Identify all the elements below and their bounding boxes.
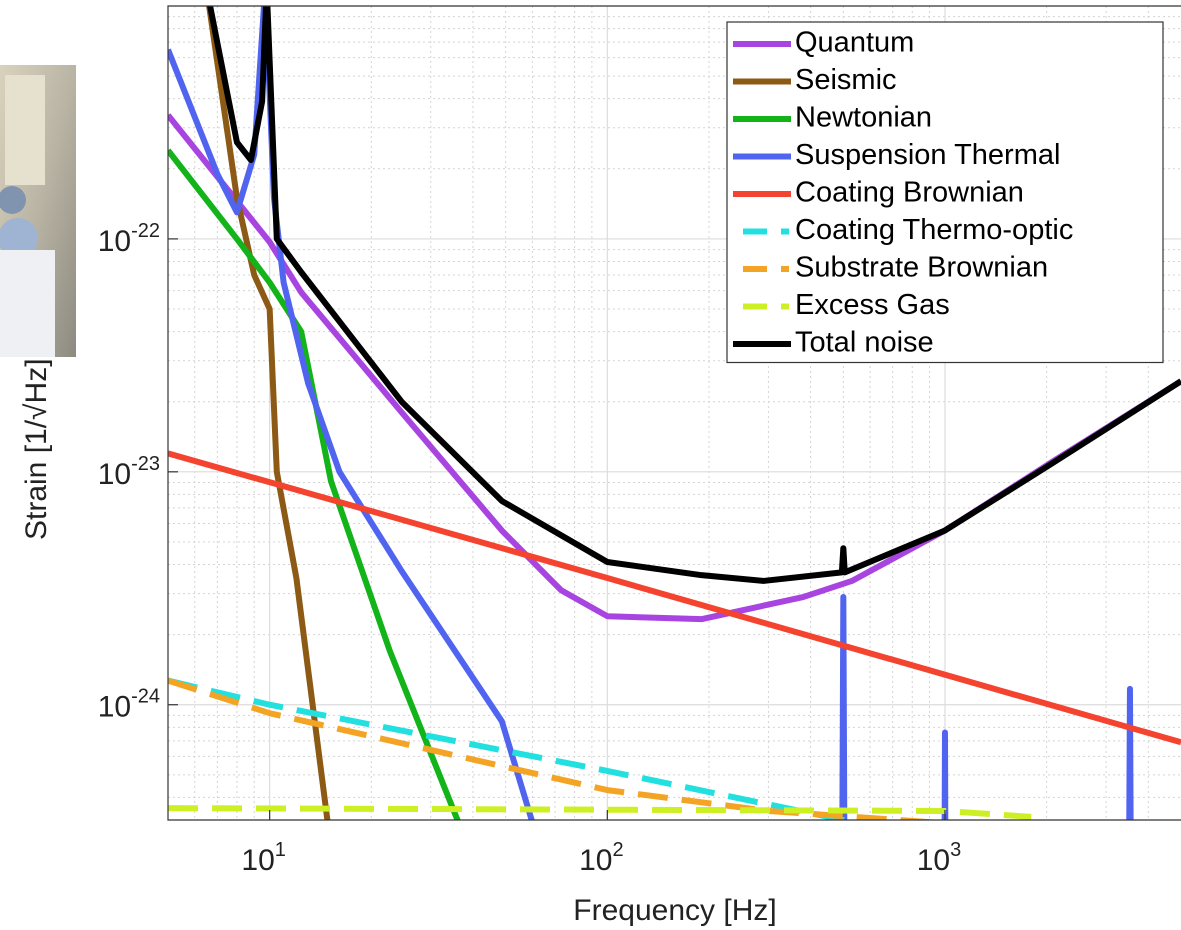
- legend-label: Newtonian: [795, 102, 932, 134]
- tick-base: 10: [98, 225, 131, 258]
- tick-power: -23: [131, 453, 160, 475]
- y-axis-title: Strain [1/√Hz]: [20, 358, 53, 540]
- x-tick-label: 103: [917, 839, 962, 877]
- series-line: [207, 6, 1181, 584]
- photo-head: [0, 218, 38, 258]
- series-line: [206, 6, 331, 820]
- tick-power: -22: [131, 220, 160, 242]
- photo: [0, 65, 76, 357]
- legend-label: Coating Thermo-optic: [795, 214, 1073, 246]
- photo-suit: [0, 250, 55, 357]
- tick-power: 1: [275, 839, 286, 861]
- y-tick-label: 10-22: [98, 220, 160, 258]
- tick-base: 10: [579, 844, 612, 877]
- x-axis-title: Frequency [Hz]: [573, 894, 776, 927]
- y-tick-label: 10-24: [98, 686, 160, 724]
- photo-wall: [5, 75, 45, 185]
- legend-label: Quantum: [795, 27, 914, 59]
- series-line: [168, 677, 943, 820]
- tick-base: 10: [98, 691, 131, 724]
- tick-power: 3: [950, 839, 961, 861]
- photo-head: [0, 186, 26, 214]
- legend-label: Excess Gas: [795, 289, 950, 321]
- axis-frame: [167, 5, 1181, 821]
- x-tick-label: 101: [241, 839, 286, 877]
- tick-power: -24: [131, 686, 160, 708]
- y-tick-label: 10-23: [98, 453, 160, 491]
- tick-base: 10: [917, 844, 950, 877]
- legend-label: Suspension Thermal: [795, 139, 1060, 171]
- tick-power: 2: [612, 839, 623, 861]
- series-line: [168, 677, 851, 820]
- tick-base: 10: [241, 844, 274, 877]
- legend-label: Coating Brownian: [795, 177, 1024, 209]
- x-tick-label: 102: [579, 839, 624, 877]
- legend-box: [726, 21, 1164, 364]
- legend: Quantum Seismic Newtonian Suspension Therma…: [726, 21, 1164, 364]
- tick-base: 10: [98, 458, 131, 491]
- legend-label: Total noise: [795, 327, 934, 359]
- legend-label: Substrate Brownian: [795, 252, 1048, 284]
- legend-label: Seismic: [795, 64, 897, 96]
- series-line: [168, 450, 1181, 746]
